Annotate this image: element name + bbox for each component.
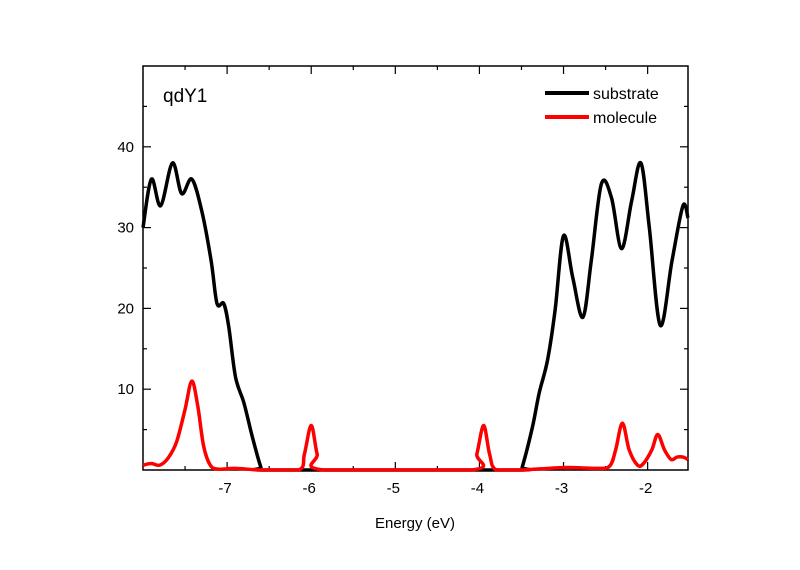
plot-annotation: qdY1 <box>163 86 207 107</box>
x-tick-label: -5 <box>387 480 400 497</box>
x-tick-label: -7 <box>218 480 231 497</box>
y-tick-label: 20 <box>117 300 134 317</box>
x-tick-label: -4 <box>471 480 484 497</box>
series-line-substrate <box>141 160 690 472</box>
y-tick-label: 10 <box>117 381 134 398</box>
series-line-molecule <box>142 379 689 472</box>
axis-ticks <box>143 66 688 470</box>
legend-label-molecule: molecule <box>593 110 657 127</box>
x-axis-label: Energy (eV) <box>375 515 455 532</box>
y-tick-label: 40 <box>117 139 134 156</box>
legend: substrate molecule <box>545 86 659 127</box>
y-tick-labels: 10 20 30 40 <box>117 139 134 398</box>
x-tick-label: -3 <box>555 480 568 497</box>
x-tick-labels: -7 -6 -5 -4 -3 -2 <box>218 480 652 497</box>
y-tick-label: 30 <box>117 220 134 237</box>
legend-label-substrate: substrate <box>593 86 659 103</box>
x-tick-label: -6 <box>303 480 316 497</box>
x-tick-label: -2 <box>639 480 652 497</box>
series-lines <box>141 160 690 472</box>
